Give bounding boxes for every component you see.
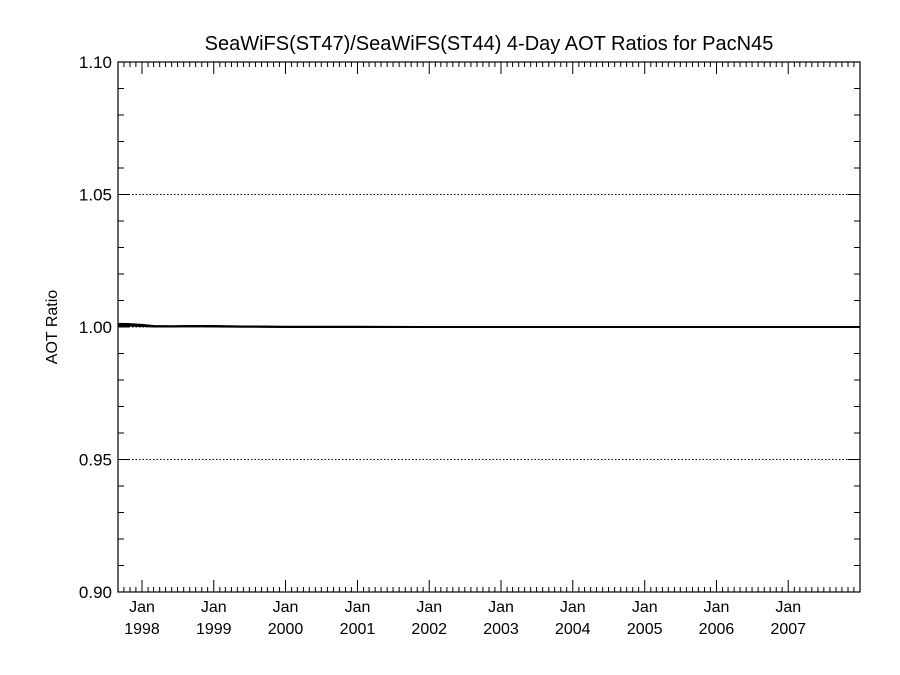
x-tick-label-month: Jan xyxy=(273,599,299,616)
chart-title: SeaWiFS(ST47)/SeaWiFS(ST44) 4-Day AOT Ra… xyxy=(205,33,774,55)
plot-frame xyxy=(117,61,861,593)
x-tick-label-month: Jan xyxy=(775,599,801,616)
x-tick-label-year: 2007 xyxy=(770,621,806,638)
x-tick-label-year: 1998 xyxy=(124,621,160,638)
x-tick-label-month: Jan xyxy=(632,599,658,616)
x-tick-label-year: 2002 xyxy=(411,621,447,638)
x-tick-label-year: 2006 xyxy=(699,621,735,638)
x-tick-label-month: Jan xyxy=(488,599,514,616)
x-tick-label-month: Jan xyxy=(704,599,730,616)
x-tick-label-month: Jan xyxy=(416,599,442,616)
x-tick-label-month: Jan xyxy=(560,599,586,616)
y-tick-label: 1.05 xyxy=(79,186,112,205)
y-axis-label: AOT Ratio xyxy=(44,290,61,365)
axis-ticks xyxy=(118,61,860,593)
x-tick-label-year: 2005 xyxy=(627,621,663,638)
x-tick-label-year: 1999 xyxy=(196,621,232,638)
x-tick-label-year: 2004 xyxy=(555,621,591,638)
series-lines xyxy=(117,322,860,328)
x-tick-label-month: Jan xyxy=(129,599,155,616)
series-line xyxy=(117,324,860,328)
x-tick-label-year: 2003 xyxy=(483,621,519,638)
tick-labels: 0.90 0.95 1.00 1.05 1.10 Jan 1998 Jan 1999 Jan 200… xyxy=(79,53,806,638)
x-tick-label-year: 2000 xyxy=(268,621,304,638)
x-tick-label-month: Jan xyxy=(201,599,227,616)
y-tick-label: 1.00 xyxy=(79,318,112,337)
x-tick-label-month: Jan xyxy=(345,599,371,616)
y-tick-label: 0.90 xyxy=(79,583,112,602)
y-tick-label: 0.95 xyxy=(79,451,112,470)
x-tick-label-year: 2001 xyxy=(340,621,376,638)
y-tick-label: 1.10 xyxy=(79,53,112,72)
